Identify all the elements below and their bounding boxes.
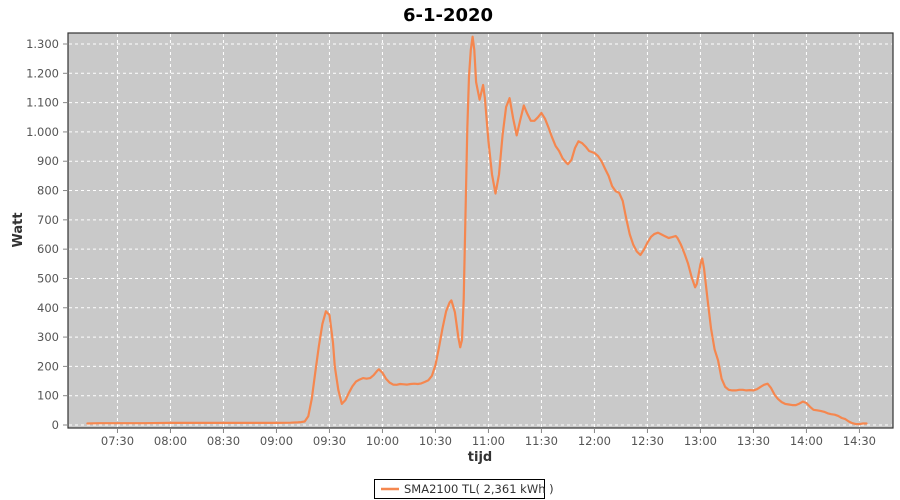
- x-tick-label: 08:30: [207, 434, 240, 448]
- y-axis-tick-labels: 0 100 200 300 400 500 600 700 800 900 1.000 1.100 1.…: [26, 37, 59, 432]
- series-line-sma2100: [86, 35, 868, 426]
- x-tick-label: 12:00: [578, 434, 611, 448]
- x-tick-label: 11:30: [525, 434, 558, 448]
- x-tick-label: 07:30: [101, 434, 134, 448]
- x-tick-label: 09:30: [313, 434, 346, 448]
- y-tick-label: 1.300: [26, 37, 59, 51]
- y-tick-label: 1.200: [26, 66, 59, 80]
- axis-ticks: [63, 43, 860, 433]
- x-tick-label: 14:00: [790, 434, 823, 448]
- x-tick-label: 11:00: [472, 434, 505, 448]
- chart-title: 6-1-2020: [403, 5, 493, 26]
- y-tick-label: 0: [52, 418, 59, 432]
- y-tick-label: 800: [37, 184, 59, 198]
- y-tick-label: 900: [37, 154, 59, 168]
- y-tick-label: 200: [37, 359, 59, 373]
- legend-box: [374, 479, 545, 499]
- y-axis-title: Watt: [11, 212, 26, 247]
- x-tick-label: 13:30: [737, 434, 770, 448]
- y-tick-label: 300: [37, 330, 59, 344]
- x-tick-label: 08:00: [154, 434, 187, 448]
- y-tick-label: 100: [37, 389, 59, 403]
- legend: SMA2100 TL( 2,361 kWh ): [374, 479, 554, 499]
- x-tick-label: 10:30: [419, 434, 452, 448]
- y-tick-label: 700: [37, 213, 59, 227]
- x-axis-tick-labels: 07:30 08:00 08:30 09:00 09:30 10:00 10:30 11:00…: [101, 434, 876, 448]
- y-tick-label: 1.100: [26, 96, 59, 110]
- plot-border: [67, 32, 894, 429]
- x-axis-title: tijd: [468, 450, 492, 465]
- y-tick-label: 400: [37, 301, 59, 315]
- legend-label: SMA2100 TL( 2,361 kWh ): [404, 482, 554, 496]
- x-tick-label: 14:30: [843, 434, 876, 448]
- x-tick-label: 12:30: [631, 434, 664, 448]
- y-tick-label: 600: [37, 242, 59, 256]
- grid-layer: [69, 34, 892, 427]
- y-tick-label: 500: [37, 271, 59, 285]
- x-tick-label: 13:00: [684, 434, 717, 448]
- x-tick-label: 09:00: [260, 434, 293, 448]
- x-tick-label: 10:00: [366, 434, 399, 448]
- y-tick-label: 1.000: [26, 125, 59, 139]
